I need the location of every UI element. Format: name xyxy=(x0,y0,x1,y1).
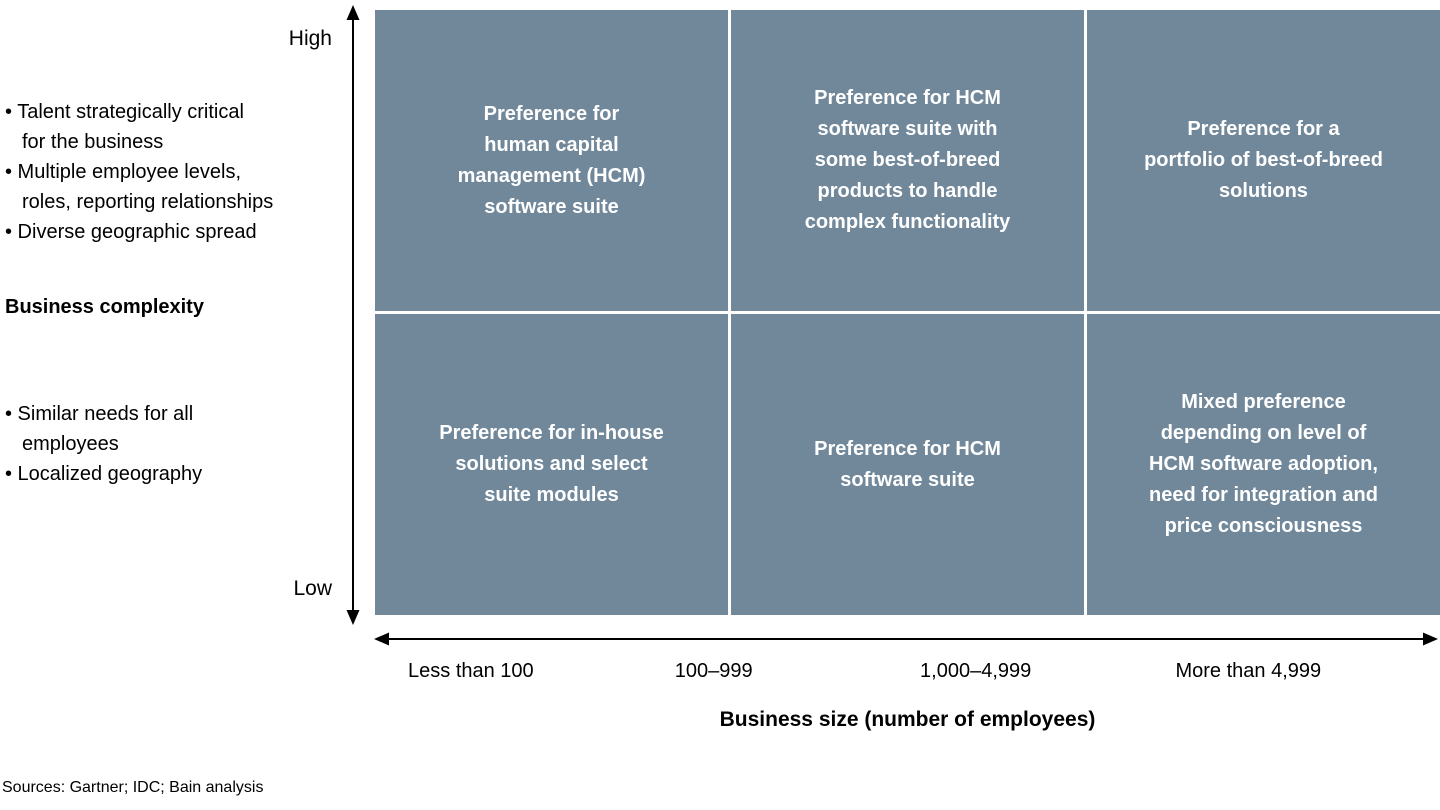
bullet-item: • Similar needs for all employees xyxy=(5,403,194,455)
y-axis-high-label: High xyxy=(288,27,332,50)
y-axis-arrow xyxy=(346,5,360,625)
high-complexity-bullets: • Talent strategically critical for the … xyxy=(5,97,367,247)
x-axis-label: Less than 100 xyxy=(408,660,534,682)
matrix-cell-text: Preference for human capital management … xyxy=(457,102,646,218)
matrix-cell-text: Mixed preference depending on level of H… xyxy=(1149,391,1378,537)
matrix-cell-text: Preference for HCM software suite with s… xyxy=(804,87,1011,233)
x-axis-label: More than 4,999 xyxy=(1175,660,1322,682)
low-complexity-bullets: • Similar needs for all employees • Loca… xyxy=(5,399,367,489)
matrix-grid: Preference for human capital management … xyxy=(375,10,1440,615)
matrix-cell-low-mid: Preference for HCM software suite xyxy=(731,314,1084,615)
matrix-cell-high-mid: Preference for HCM software suite with s… xyxy=(731,10,1084,311)
matrix-cell-text: Preference for in-house solutions and se… xyxy=(439,422,664,506)
y-axis-title: Business complexity xyxy=(5,296,204,318)
matrix-cell-low-small: Preference for in-house solutions and se… xyxy=(375,314,728,615)
y-axis-low-label: Low xyxy=(293,577,332,600)
bullet-item: • Localized geography xyxy=(5,463,203,485)
bullet-item: • Diverse geographic spread xyxy=(5,221,257,243)
matrix-cell-text: Preference for a portfolio of best-of-br… xyxy=(1144,118,1383,202)
x-axis-title: Business size (number of employees) xyxy=(719,708,1096,731)
x-axis-label: 100–999 xyxy=(674,660,753,682)
matrix-cell-high-small: Preference for human capital management … xyxy=(375,10,728,311)
x-axis-arrow xyxy=(374,632,1438,646)
matrix-cell-text: Preference for HCM software suite xyxy=(814,437,1001,491)
x-axis-label: 1,000–4,999 xyxy=(920,660,1032,682)
bullet-item: • Multiple employee levels, roles, repor… xyxy=(5,161,274,213)
matrix-cell-high-large: Preference for a portfolio of best-of-br… xyxy=(1087,10,1440,311)
sources-note: Sources: Gartner; IDC; Bain analysis xyxy=(2,779,264,796)
matrix-cell-low-large: Mixed preference depending on level of H… xyxy=(1087,314,1440,615)
x-axis-labels: Less than 100 100–999 1,000–4,999 More t… xyxy=(375,660,1440,690)
bullet-item: • Talent strategically critical for the … xyxy=(5,101,244,153)
